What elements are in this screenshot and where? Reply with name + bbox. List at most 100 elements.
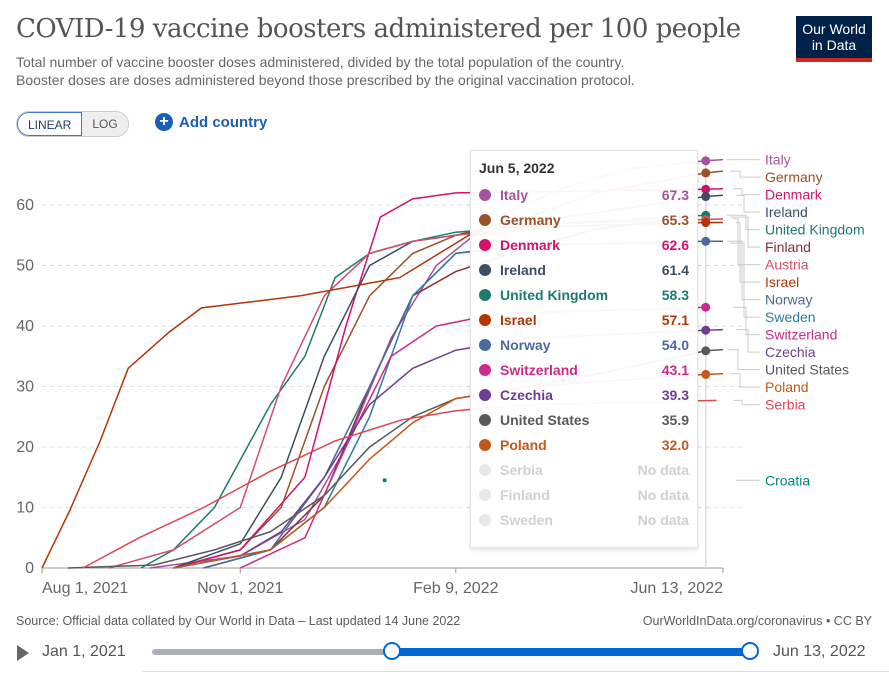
tooltip-rows: Italy 67.3 Germany 65.3 Denmark 62.6 Ire… bbox=[479, 182, 689, 532]
tooltip-row: United States 35.9 bbox=[479, 407, 689, 432]
series-label[interactable]: Italy bbox=[765, 152, 791, 168]
series-label[interactable]: Serbia bbox=[765, 397, 806, 413]
play-icon[interactable] bbox=[17, 645, 29, 661]
license-link[interactable]: OurWorldInData.org/coronavirus • CC BY bbox=[642, 614, 872, 628]
series-label[interactable]: Austria bbox=[765, 257, 809, 273]
tooltip-value: 58.3 bbox=[661, 286, 689, 303]
label-connector bbox=[733, 399, 760, 406]
series-label[interactable]: Switzerland bbox=[765, 327, 837, 343]
tooltip-country: Poland bbox=[500, 436, 547, 453]
data-point bbox=[382, 478, 387, 483]
series-label[interactable]: Norway bbox=[765, 292, 812, 308]
log-scale-button[interactable]: LOG bbox=[82, 112, 128, 136]
logo-line-1: Our World bbox=[802, 21, 866, 37]
tooltip-country: Sweden bbox=[500, 511, 553, 528]
hover-point bbox=[701, 346, 711, 356]
tooltip-value: No data bbox=[637, 461, 689, 478]
series-color-dot bbox=[479, 188, 491, 201]
series-label[interactable]: Ireland bbox=[765, 204, 808, 220]
series-label[interactable]: Israel bbox=[765, 274, 799, 290]
series-color-dot bbox=[479, 338, 491, 351]
series-color-dot bbox=[479, 213, 491, 226]
timeline: Jan 1, 2021 Jun 13, 2022 bbox=[0, 640, 889, 666]
x-tick-label: Nov 1, 2021 bbox=[197, 580, 283, 597]
series-croatia bbox=[382, 478, 387, 483]
tooltip-value: No data bbox=[637, 486, 689, 503]
tooltip-row: Sweden No data bbox=[479, 507, 689, 532]
tooltip-value: 39.3 bbox=[661, 386, 689, 403]
label-connector bbox=[727, 240, 760, 301]
tooltip-row: Finland No data bbox=[479, 482, 689, 507]
tab-bar bbox=[143, 671, 889, 676]
series-color-dot bbox=[479, 238, 491, 251]
chart-subtitle: Total number of vaccine booster doses ad… bbox=[16, 53, 736, 89]
x-tick-label: Feb 9, 2022 bbox=[413, 580, 499, 597]
scale-toggle: LINEAR LOG bbox=[16, 111, 129, 137]
tooltip-country: Czechia bbox=[500, 386, 553, 403]
series-color-dot bbox=[479, 513, 491, 526]
timeline-start-handle[interactable] bbox=[383, 642, 401, 660]
tooltip-country: Italy bbox=[500, 186, 529, 203]
series-label[interactable]: Czechia bbox=[765, 344, 816, 360]
tooltip-country: Serbia bbox=[500, 461, 543, 478]
label-connector bbox=[736, 222, 760, 283]
label-connector bbox=[733, 306, 760, 336]
tooltip-country: Ireland bbox=[500, 261, 546, 278]
y-tick-label: 20 bbox=[16, 439, 34, 456]
series-label[interactable]: Sweden bbox=[765, 309, 816, 325]
hover-point bbox=[701, 192, 711, 202]
y-tick-label: 60 bbox=[16, 197, 34, 214]
chart-title: COVID-19 vaccine boosters administered p… bbox=[16, 14, 741, 44]
tooltip-row: Serbia No data bbox=[479, 457, 689, 482]
subtitle-line-2: Booster doses are doses administered bey… bbox=[16, 72, 635, 88]
timeline-selected-range[interactable] bbox=[392, 648, 750, 656]
timeline-start-label: Jan 1, 2021 bbox=[42, 643, 126, 660]
tooltip-value: 67.3 bbox=[661, 186, 689, 203]
series-color-dot bbox=[479, 388, 491, 401]
tooltip-row: Ireland 61.4 bbox=[479, 257, 689, 282]
tooltip-country: Israel bbox=[500, 311, 537, 328]
hover-point bbox=[701, 325, 711, 335]
linear-scale-button[interactable]: LINEAR bbox=[17, 112, 83, 136]
y-tick-label: 50 bbox=[16, 258, 34, 275]
tooltip-country: Switzerland bbox=[500, 361, 578, 378]
tooltip-value: 57.1 bbox=[661, 311, 689, 328]
label-connector bbox=[727, 214, 760, 231]
label-connector bbox=[736, 329, 760, 353]
tooltip-row: United Kingdom 58.3 bbox=[479, 282, 689, 307]
hover-point bbox=[701, 184, 711, 194]
series-label[interactable]: Denmark bbox=[765, 187, 823, 203]
label-connector bbox=[730, 170, 760, 178]
series-color-dot bbox=[479, 463, 491, 476]
tooltip-date: Jun 5, 2022 bbox=[479, 160, 555, 176]
tooltip-value: 54.0 bbox=[661, 336, 689, 353]
tooltip-country: Germany bbox=[500, 211, 561, 228]
series-color-dot bbox=[479, 413, 491, 426]
subtitle-line-1: Total number of vaccine booster doses ad… bbox=[16, 54, 625, 70]
series-label[interactable]: United States bbox=[765, 362, 849, 378]
series-label[interactable]: United Kingdom bbox=[765, 222, 865, 238]
series-label[interactable]: Croatia bbox=[765, 472, 810, 488]
series-color-dot bbox=[479, 488, 491, 501]
x-tick-label: Aug 1, 2021 bbox=[42, 580, 128, 597]
line-chart[interactable]: 0 10 20 30 40 50 60 Aug 1, 2021 Nov 1, 2021 Feb 9… bbox=[0, 140, 889, 610]
series-label[interactable]: Finland bbox=[765, 239, 811, 255]
add-country-button[interactable]: + Add country bbox=[155, 113, 267, 131]
hover-point bbox=[701, 168, 711, 178]
y-tick-label: 30 bbox=[16, 379, 34, 396]
add-country-label: Add country bbox=[179, 113, 268, 131]
tooltip-value: 43.1 bbox=[661, 361, 689, 378]
label-connector bbox=[730, 242, 760, 318]
logo-line-2: in Data bbox=[811, 37, 857, 53]
y-tick-label: 40 bbox=[16, 318, 34, 335]
timeline-end-handle[interactable] bbox=[741, 642, 759, 660]
source-note: Source: Official data collated by Our Wo… bbox=[16, 614, 461, 628]
hover-point bbox=[701, 156, 711, 166]
timeline-end-label: Jun 13, 2022 bbox=[773, 643, 866, 660]
label-connector bbox=[727, 349, 760, 371]
owid-logo[interactable]: Our World in Data bbox=[796, 16, 872, 62]
tooltip-row: Germany 65.3 bbox=[479, 207, 689, 232]
hover-point bbox=[701, 218, 711, 228]
series-label[interactable]: Poland bbox=[765, 379, 809, 395]
series-label[interactable]: Germany bbox=[765, 169, 823, 185]
